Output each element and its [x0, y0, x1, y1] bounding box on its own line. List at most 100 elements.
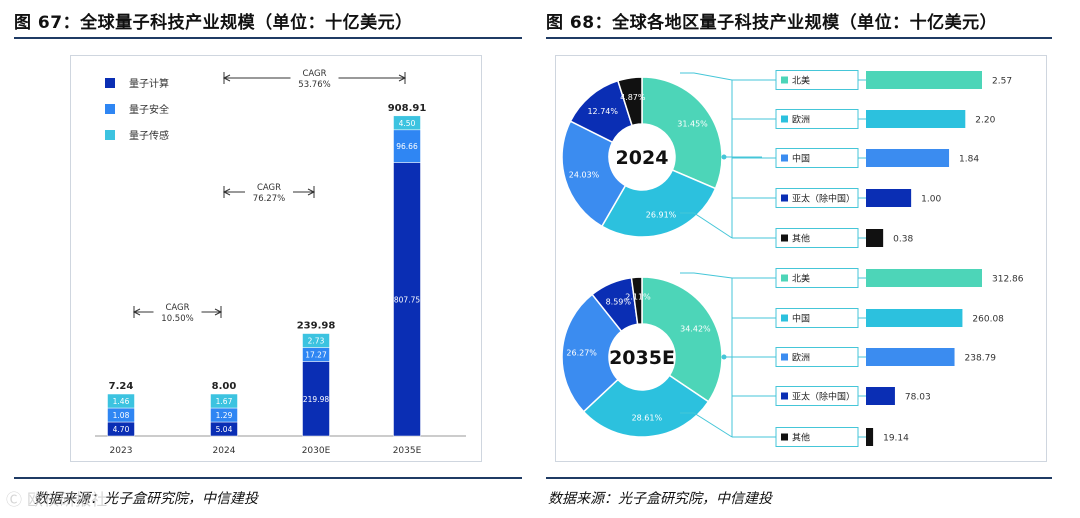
- bar-segment: [302, 333, 330, 348]
- region-value-bar: [866, 387, 895, 405]
- donut-slice: [616, 76, 643, 127]
- cagr-label: CAGR: [257, 183, 281, 193]
- bar-segment: [393, 162, 421, 437]
- region-value-bar: [866, 348, 955, 366]
- donut-slice: [630, 276, 643, 326]
- bar-segment-label: 1.08: [113, 411, 130, 420]
- region-name: 欧洲: [792, 114, 810, 126]
- left-bottom-rule: [14, 477, 522, 479]
- cagr-value: 53.76%: [298, 80, 330, 90]
- donut-slice: [641, 76, 723, 190]
- region-value-bar: [866, 110, 966, 128]
- donut-slice: [641, 276, 723, 403]
- region-box: [775, 308, 859, 328]
- region-value-label: 1.00: [921, 195, 941, 205]
- x-tick-label: 2024: [213, 446, 236, 456]
- donut-slice: [600, 169, 717, 238]
- region-value-label: 78.03: [905, 393, 931, 403]
- region-value-bar: [866, 269, 982, 287]
- cagr-label: CAGR: [165, 303, 189, 313]
- x-tick-label: 2023: [110, 446, 133, 456]
- bar-segment-label: 17.27: [305, 351, 327, 360]
- region-swatch: [781, 433, 788, 441]
- donut-slice-label: 2.11%: [625, 293, 651, 302]
- right-figure-title: 图 68：全球各地区量子科技产业规模（单位：十亿美元）: [546, 13, 998, 33]
- bar-total-label: 8.00: [212, 381, 237, 392]
- connector-line: [680, 272, 733, 279]
- bar-total-label: 908.91: [388, 103, 427, 114]
- right-bottom-rule: [546, 477, 1052, 479]
- bar-segment-label: 1.46: [113, 397, 130, 406]
- regional-donut-charts: 31.45% 26.91% 24.03% 12.74%4.87% 2024 北美 2.57 欧…: [561, 70, 1024, 447]
- region-value-label: 0.38: [893, 235, 913, 245]
- connector-line: [680, 412, 733, 438]
- donut-slice: [561, 293, 623, 413]
- bar-segment: [393, 129, 421, 163]
- region-value-bar: [866, 71, 982, 89]
- region-value-label: 238.79: [965, 354, 997, 364]
- bar-segment-label: 4.70: [113, 425, 130, 434]
- bar-segment-label: 4.50: [399, 119, 416, 128]
- region-box: [775, 268, 859, 288]
- donut-slice-label: 31.45%: [677, 120, 708, 129]
- donut-slice-label: 26.27%: [566, 349, 597, 358]
- right-chart-panel: 31.45% 26.91% 24.03% 12.74% 4.87% 2024 北美 2.57 欧…: [555, 55, 1047, 462]
- region-value-label: 19.14: [883, 434, 909, 444]
- cagr-arrowhead: [214, 308, 223, 316]
- donut-slice-label: 34.42%: [680, 325, 711, 334]
- region-name: 其他: [792, 432, 810, 444]
- donut-slice: [582, 374, 710, 438]
- region-swatch: [781, 154, 788, 162]
- region-name: 北美: [792, 75, 810, 87]
- region-swatch: [781, 115, 788, 123]
- donut-hole: [610, 125, 674, 189]
- bar-segment-label: 1.67: [216, 397, 233, 406]
- legend-label: 量子计算: [129, 77, 169, 90]
- region-value-label: 260.08: [972, 315, 1004, 325]
- region-name: 欧洲: [792, 352, 810, 364]
- bar-total-label: 239.98: [297, 321, 336, 332]
- cagr-label: CAGR: [302, 69, 326, 79]
- x-tick-label: 2030E: [302, 446, 331, 456]
- region-value-label: 312.86: [992, 275, 1024, 285]
- region-box: [775, 427, 859, 447]
- region-value-label: 2.57: [992, 77, 1012, 87]
- right-title-rule: [546, 37, 1052, 39]
- legend-label: 量子安全: [129, 103, 169, 116]
- region-name: 中国: [792, 313, 810, 325]
- region-value-bar: [866, 149, 950, 167]
- donut-slice-label: 28.61%: [632, 413, 663, 422]
- bar-total-label: 7.24: [109, 381, 134, 392]
- region-name: 中国: [792, 153, 810, 165]
- left-source-note: 数据来源：光子盒研究院，中信建投: [34, 491, 258, 507]
- cagr-arrowhead: [222, 188, 231, 196]
- region-value-label: 2.20: [975, 116, 995, 126]
- donut-center-label: 2035E: [609, 347, 675, 369]
- region-swatch: [781, 76, 788, 84]
- region-box: [775, 70, 859, 90]
- legend-label: 量子传感: [129, 129, 169, 142]
- region-swatch: [781, 194, 788, 202]
- donut-slice: [561, 120, 627, 228]
- left-figure-title: 图 67：全球量子科技产业规模（单位：十亿美元）: [14, 13, 413, 33]
- bar-segment: [210, 393, 238, 409]
- region-swatch: [781, 274, 788, 282]
- bar-segment-label: 96.66: [396, 142, 418, 151]
- cagr-arrowhead: [222, 74, 231, 82]
- left-chart-panel: 4.70 1.08 1.46 7.24 2023 5.04 1.29 1.67 8.00 2024…: [70, 55, 482, 462]
- region-value-bar: [866, 309, 963, 327]
- cagr-value: 76.27%: [253, 194, 285, 204]
- region-swatch: [781, 234, 788, 242]
- donut-slice-label: 4.87%: [620, 93, 646, 102]
- donut-slice-label: 8.59%: [606, 297, 632, 306]
- bar-segment: [107, 393, 135, 409]
- bar-segment: [393, 115, 421, 131]
- bar-segment-label: 2.73: [308, 337, 325, 346]
- connector-line: [680, 72, 733, 81]
- bar-segment-label: 5.04: [216, 425, 233, 434]
- region-name: 亚太（除中国）: [792, 193, 855, 205]
- region-box: [775, 228, 859, 248]
- region-value-label: 1.84: [959, 155, 979, 165]
- cagr-arrowhead: [132, 308, 141, 316]
- bar-segment-label: 1.29: [216, 411, 233, 420]
